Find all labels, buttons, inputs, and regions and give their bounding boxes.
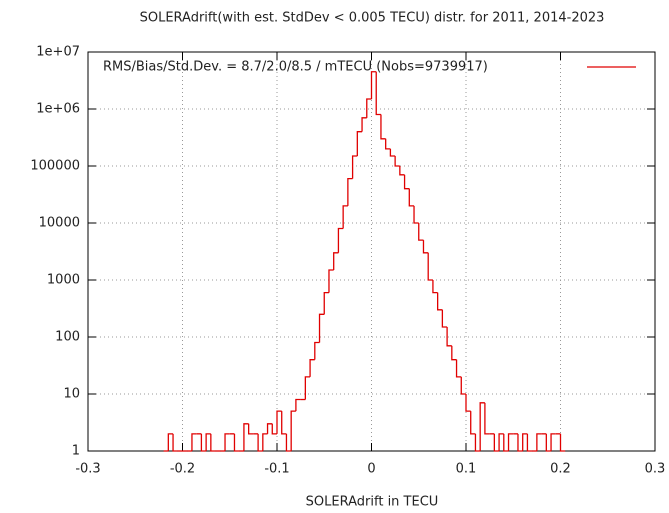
x-tick-label: 0.2 [550, 462, 571, 477]
histogram-step [304, 376, 311, 400]
histogram-step [559, 433, 566, 452]
histogram-step [205, 433, 211, 451]
histogram-step [172, 433, 178, 452]
x-tick-label: 0.3 [645, 462, 666, 477]
histogram-step [224, 433, 230, 451]
histogram-step [526, 433, 533, 452]
histogram-step [408, 188, 415, 207]
y-tick-label: 10000 [39, 216, 80, 231]
histogram-step [200, 433, 207, 452]
histogram-step [503, 433, 509, 452]
histogram-step [191, 433, 197, 451]
histogram-step [522, 433, 528, 451]
histogram-step [460, 376, 466, 395]
histogram-step [451, 345, 457, 361]
histogram-step [167, 433, 174, 451]
histogram-step [285, 433, 292, 452]
histogram-step [347, 177, 353, 206]
histogram-step [484, 402, 490, 435]
histogram-step [422, 240, 429, 254]
histogram-step [281, 411, 287, 435]
histogram-step [479, 402, 485, 451]
histogram-step [418, 223, 424, 241]
histogram-step [248, 423, 254, 435]
histogram-step [323, 291, 329, 315]
histogram-step [389, 148, 396, 157]
histogram-step [351, 155, 358, 179]
histogram-step [262, 433, 268, 451]
histogram-step [370, 71, 377, 99]
histogram-step [432, 280, 438, 294]
histogram-step [474, 433, 481, 452]
histogram-step [328, 269, 334, 293]
histogram-step [366, 98, 372, 118]
histogram-step [493, 433, 500, 452]
legend-label: RMS/Bias/Std.Dev. = 8.7/2.0/8.5 / mTECU … [103, 60, 488, 75]
histogram-step [550, 433, 556, 451]
histogram-step [446, 326, 452, 347]
histogram-step [295, 398, 301, 412]
histogram-step [318, 313, 325, 343]
histogram-step [441, 309, 448, 328]
histogram-step [314, 341, 320, 360]
chart-title: SOLERAdrift(with est. StdDev < 0.005 TEC… [140, 11, 605, 26]
histogram-step [517, 433, 523, 452]
histogram-step [233, 433, 240, 452]
y-tick-label: 1e+07 [36, 45, 80, 60]
histogram-step [361, 117, 367, 132]
histogram-step [470, 411, 476, 435]
x-tick-label: 0.1 [456, 462, 477, 477]
histogram-step [403, 174, 410, 190]
histogram-step [385, 138, 391, 150]
histogram-step [399, 166, 405, 176]
histogram-step [243, 423, 249, 451]
histogram-step [536, 433, 542, 451]
histogram-step [427, 252, 433, 281]
histogram-step [337, 227, 344, 253]
histogram-step [356, 131, 363, 156]
histogram-step [210, 433, 216, 452]
histogram-step [266, 423, 273, 434]
histogram-step [465, 394, 471, 412]
histogram-step [276, 410, 282, 434]
histogram-step [375, 71, 381, 116]
histogram-step [455, 359, 462, 378]
histogram-step [507, 433, 514, 451]
histogram-step [380, 114, 386, 140]
histogram-step [290, 410, 296, 451]
histogram-step [545, 433, 552, 452]
histogram-step [394, 155, 400, 167]
y-tick-label: 1e+06 [36, 102, 80, 117]
histogram-step [333, 252, 339, 270]
x-tick-label: -0.1 [264, 462, 289, 477]
y-tick-label: 1 [72, 444, 80, 459]
x-axis-label: SOLERAdrift in TECU [306, 495, 439, 510]
y-tick-label: 10 [63, 387, 80, 402]
y-tick-label: 1000 [47, 273, 80, 288]
histogram-step [271, 423, 277, 435]
x-tick-label: -0.2 [170, 462, 195, 477]
histogram-step [413, 205, 419, 224]
histogram-step [437, 292, 443, 311]
histogram-step [342, 205, 348, 229]
plot-border [87, 51, 656, 452]
histogram-step [498, 433, 504, 451]
y-tick-label: 100 [55, 330, 80, 345]
histogram-step [309, 359, 315, 377]
y-tick-label: 100000 [30, 159, 80, 174]
x-tick-label: 0 [367, 462, 375, 477]
x-tick-label: -0.3 [75, 462, 100, 477]
histogram-step [257, 433, 263, 452]
